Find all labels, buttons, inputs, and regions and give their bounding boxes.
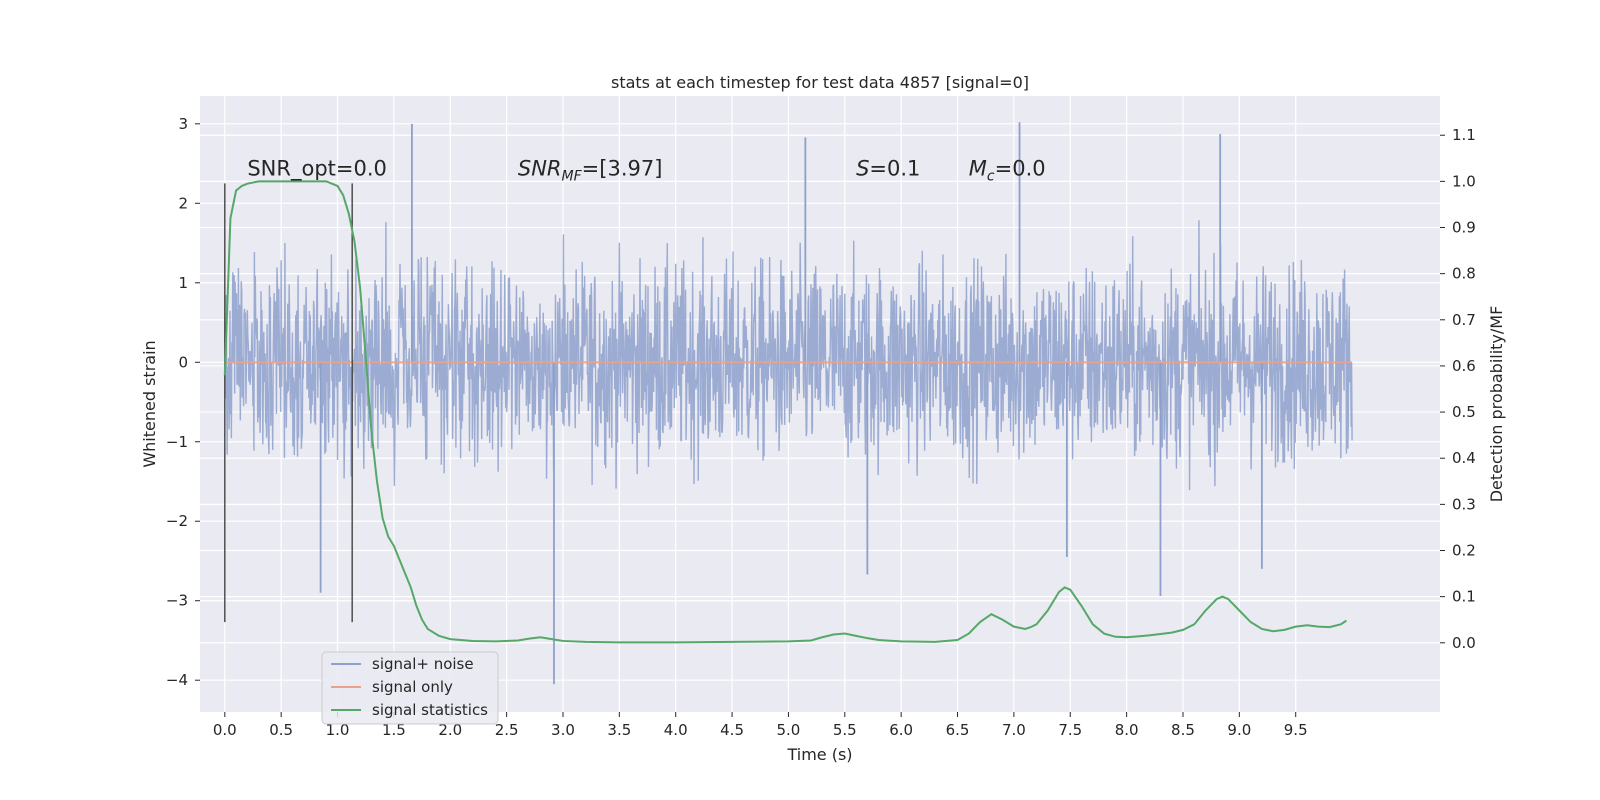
noise-trace <box>224 220 1353 491</box>
annotation-0: SNR_opt=0.0 <box>247 156 387 181</box>
x-tick-label-6: 3.0 <box>551 721 575 739</box>
chart-title: stats at each timestep for test data 485… <box>611 73 1029 92</box>
annotation-3: Mc=0.0 <box>969 156 1046 184</box>
y-axis-ticks: 3 2 1 0 −1 −2 −3 −4 <box>166 115 200 689</box>
x-tick-label-10: 5.0 <box>777 721 801 739</box>
y-tick-label-5: −2 <box>166 512 188 530</box>
y2-tick-label-4: 0.7 <box>1452 311 1476 329</box>
series-signal-noise <box>224 122 1353 685</box>
y2-tick-label-7: 0.4 <box>1452 449 1476 467</box>
grid <box>200 96 1440 712</box>
annotation-2-main: S <box>856 156 869 180</box>
y2-tick-label-1: 1.0 <box>1452 172 1476 190</box>
y-tick-label-2: 1 <box>178 274 188 292</box>
y-tick-label-0: 3 <box>178 115 188 133</box>
y-tick-label-7: −4 <box>166 671 188 689</box>
annotation-2-value: =0.1 <box>869 156 920 180</box>
x-tick-label-13: 6.5 <box>946 721 970 739</box>
annotation-1-main: SNR <box>518 156 562 180</box>
x-tick-label-11: 5.5 <box>833 721 857 739</box>
x-tick-label-8: 4.0 <box>664 721 688 739</box>
series-signal-statistics <box>223 180 1347 644</box>
y-tick-label-6: −3 <box>166 592 188 610</box>
y-tick-label-1: 2 <box>178 194 188 212</box>
x-tick-label-5: 2.5 <box>495 721 519 739</box>
y-tick-label-3: 0 <box>178 353 188 371</box>
x-tick-label-15: 7.5 <box>1058 721 1082 739</box>
x-tick-label-12: 6.0 <box>889 721 913 739</box>
annotation-3-sub: c <box>987 168 995 184</box>
y-axis-label: Whitened strain <box>140 340 159 467</box>
x-axis-ticks: 0.0 0.5 1.0 1.5 2.0 2.5 3.0 3.5 4.0 4.5 5.0 5.5 6.0 6… <box>213 712 1308 739</box>
y2-tick-label-6: 0.5 <box>1452 403 1476 421</box>
annotation-1: SNRMF=[3.97] <box>518 156 663 184</box>
stats-line <box>223 180 1347 644</box>
x-tick-label-16: 8.0 <box>1115 721 1139 739</box>
x-tick-label-7: 3.5 <box>607 721 631 739</box>
y2-tick-label-2: 0.9 <box>1452 219 1476 237</box>
x-axis-label: Time (s) <box>786 745 852 764</box>
y2-tick-label-0: 1.1 <box>1452 126 1476 144</box>
x-tick-label-2: 1.0 <box>326 721 350 739</box>
legend-label-1: signal only <box>372 678 453 696</box>
x-tick-label-14: 7.0 <box>1002 721 1026 739</box>
annotation-3-main: M <box>969 156 987 180</box>
annotations: SNR_opt=0.0 SNRMF=[3.97] S=0.1 Mc=0.0 <box>247 156 1045 184</box>
annotation-2: S=0.1 <box>856 156 920 180</box>
x-tick-label-4: 2.0 <box>438 721 462 739</box>
annotation-1-value: =[3.97] <box>582 156 663 180</box>
y2-tick-label-11: 0.0 <box>1452 634 1476 652</box>
y2-tick-label-10: 0.1 <box>1452 588 1476 606</box>
legend: signal+ noise signal only signal statistic… <box>321 651 499 725</box>
y2-tick-label-5: 0.6 <box>1452 357 1476 375</box>
x-tick-label-1: 0.5 <box>269 721 293 739</box>
x-tick-label-9: 4.5 <box>720 721 744 739</box>
y2-axis-ticks: 1.1 1.0 0.9 0.8 0.7 0.6 0.5 0.4 0.3 0.2 0.1 0.0 <box>1440 126 1476 652</box>
annotation-1-sub: MF <box>562 168 583 184</box>
x-tick-label-0: 0.0 <box>213 721 237 739</box>
x-tick-label-19: 9.5 <box>1284 721 1308 739</box>
legend-label-0: signal+ noise <box>372 655 474 673</box>
x-tick-label-3: 1.5 <box>382 721 406 739</box>
x-tick-label-18: 9.0 <box>1227 721 1251 739</box>
y2-axis-label: Detection probability/MF <box>1487 306 1506 503</box>
y2-tick-label-8: 0.3 <box>1452 495 1476 513</box>
y-tick-label-4: −1 <box>166 433 188 451</box>
legend-label-2: signal statistics <box>372 701 488 719</box>
vertical-markers <box>224 183 353 623</box>
x-tick-label-17: 8.5 <box>1171 721 1195 739</box>
legend-box <box>321 651 499 725</box>
annotation-3-value: =0.0 <box>995 156 1046 180</box>
y2-tick-label-9: 0.2 <box>1452 542 1476 560</box>
y2-tick-label-3: 0.8 <box>1452 265 1476 283</box>
